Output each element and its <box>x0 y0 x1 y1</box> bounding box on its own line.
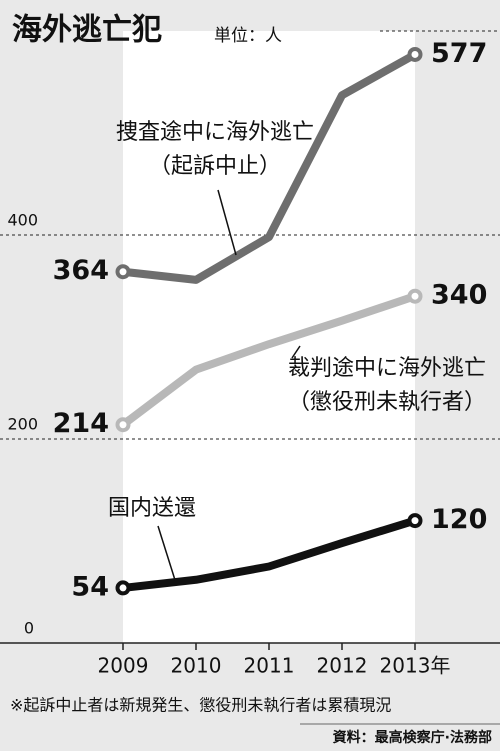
value-label: 364 <box>53 255 109 286</box>
y-tick-label: 400 <box>7 211 38 230</box>
series-name: 裁判途中に海外逃亡（懲役刑未執行者） <box>288 356 486 415</box>
value-label: 120 <box>431 504 487 535</box>
unit-label: 単位：人 <box>214 26 282 46</box>
series-line <box>122 50 417 284</box>
end-marker <box>115 580 131 596</box>
source: 資料：最高検察庁·法務部 <box>333 729 492 746</box>
leader-line <box>217 189 237 256</box>
value-label: 577 <box>431 38 487 69</box>
series-line <box>122 516 417 592</box>
series-line <box>120 292 417 428</box>
x-tick-label: 2010 <box>171 654 222 678</box>
y-tick-label: 200 <box>7 415 38 434</box>
chart-title: 海外逃亡犯 <box>12 13 162 48</box>
y-tick-label: 0 <box>24 619 34 638</box>
leader-line <box>291 345 301 359</box>
x-tick-label: 2009 <box>98 654 149 678</box>
end-marker <box>115 264 131 280</box>
series-name: 捜査途中に海外逃亡（起訴中止） <box>116 120 314 179</box>
end-marker <box>407 513 423 529</box>
end-marker <box>407 288 423 304</box>
value-label: 340 <box>431 280 487 311</box>
value-label: 54 <box>71 571 109 602</box>
end-marker <box>407 46 423 62</box>
leader-line <box>157 525 176 581</box>
plot-band <box>123 31 415 643</box>
value-label: 214 <box>53 408 109 439</box>
end-marker <box>115 417 131 433</box>
x-tick-label: 2013年 <box>380 654 451 678</box>
footnote: ※起訴中止者は新規発生、懲役刑未執行者は累積現況 <box>10 696 391 715</box>
series-name: 国内送還 <box>108 496 196 521</box>
x-tick-label: 2011 <box>244 654 295 678</box>
x-tick-label: 2012 <box>317 654 368 678</box>
